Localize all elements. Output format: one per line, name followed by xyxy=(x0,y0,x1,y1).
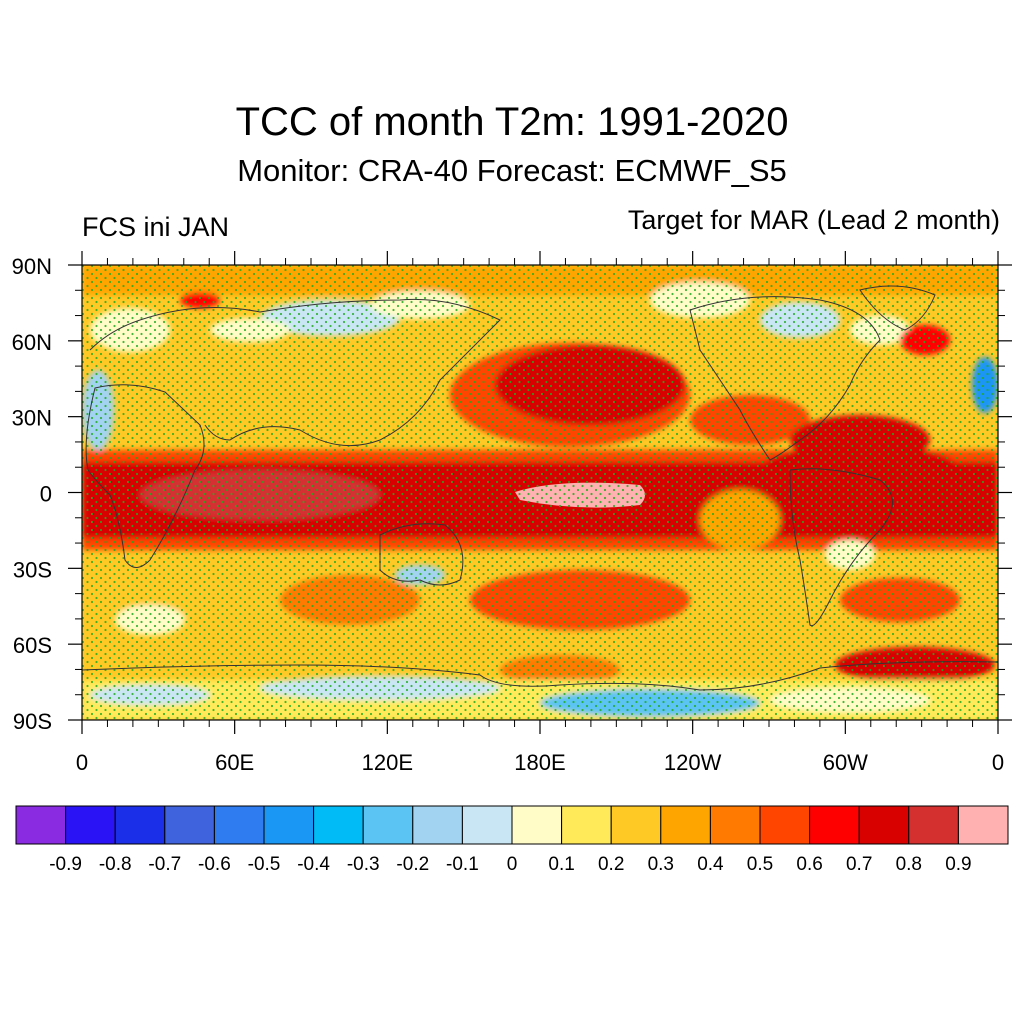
map-title: TCC of month T2m: 1991-2020 xyxy=(235,100,789,144)
colorbar-swatch xyxy=(660,805,711,845)
colorbar-label: -0.8 xyxy=(99,854,132,875)
colorbar-swatch xyxy=(313,805,364,845)
lat-label: 90N xyxy=(12,254,52,279)
colorbar-swatch xyxy=(709,805,761,845)
colorbar-label: -0.9 xyxy=(49,854,82,875)
colorbar-label: 0.2 xyxy=(598,854,624,875)
colorbar-swatch xyxy=(213,805,265,845)
colorbar-swatch xyxy=(809,805,860,845)
lon-label: 120E xyxy=(362,750,413,775)
colorbar-label: 0.6 xyxy=(796,854,822,875)
colorbar-label: -0.4 xyxy=(297,854,330,875)
colorbar-swatch xyxy=(164,805,215,845)
colorbar-label: -0.3 xyxy=(347,854,380,875)
lon-label: 120W xyxy=(664,750,722,775)
colorbar-swatch xyxy=(957,805,1009,845)
colorbar-swatch xyxy=(461,805,513,845)
map-axes: 90N 60N 30N 0 30S 60S 90S 0 60E 120E 180E 120W 60W 0 xyxy=(12,251,1012,775)
colorbar-swatch xyxy=(561,805,612,845)
colorbar-swatch xyxy=(610,805,662,845)
colorbar-label: -0.1 xyxy=(446,854,479,875)
colorbar-swatch xyxy=(759,805,811,845)
colorbar-label: 0.7 xyxy=(846,854,872,875)
lon-label: 0 xyxy=(992,750,1004,775)
lat-label: 90S xyxy=(13,709,52,734)
lat-label: 30S xyxy=(13,557,52,582)
colorbar-swatch xyxy=(858,805,910,845)
lon-label: 180E xyxy=(514,750,565,775)
lat-label: 60S xyxy=(13,633,52,658)
coastlines xyxy=(82,285,998,691)
colorbar-swatch xyxy=(412,805,463,845)
colorbar: -0.9 -0.8 -0.7 -0.6 -0.5 -0.4 -0.3 -0.2 -0.1 0 0.1… xyxy=(15,805,1009,875)
colorbar-label: 0 xyxy=(507,854,518,875)
init-label: FCS ini JAN xyxy=(82,212,230,242)
lon-label: 60E xyxy=(215,750,254,775)
colorbar-label: 0.9 xyxy=(945,854,971,875)
colorbar-label: 0.8 xyxy=(896,854,922,875)
colorbar-label: -0.6 xyxy=(198,854,231,875)
colorbar-label: -0.5 xyxy=(248,854,281,875)
colorbar-swatch xyxy=(908,805,959,845)
colorbar-swatch xyxy=(114,805,166,845)
colorbar-label: 0.1 xyxy=(548,854,574,875)
colorbar-swatch xyxy=(362,805,414,845)
lat-label: 30N xyxy=(12,406,52,431)
colorbar-label: 0.5 xyxy=(747,854,773,875)
colorbar-swatch xyxy=(65,805,116,845)
colorbar-swatch xyxy=(15,805,67,845)
lat-label: 60N xyxy=(12,330,52,355)
lat-label: 0 xyxy=(40,482,52,507)
colorbar-label: -0.7 xyxy=(148,854,181,875)
colorbar-swatch xyxy=(263,805,315,845)
map-subtitle: Monitor: CRA-40 Forecast: ECMWF_S5 xyxy=(237,153,787,188)
colorbar-swatch xyxy=(511,805,563,845)
target-label: Target for MAR (Lead 2 month) xyxy=(627,205,1000,235)
correlation-map xyxy=(82,265,998,720)
lon-label: 0 xyxy=(76,750,88,775)
colorbar-label: 0.3 xyxy=(648,854,674,875)
lon-label: 60W xyxy=(823,750,868,775)
colorbar-label: 0.4 xyxy=(697,854,724,875)
colorbar-label: -0.2 xyxy=(396,854,429,875)
